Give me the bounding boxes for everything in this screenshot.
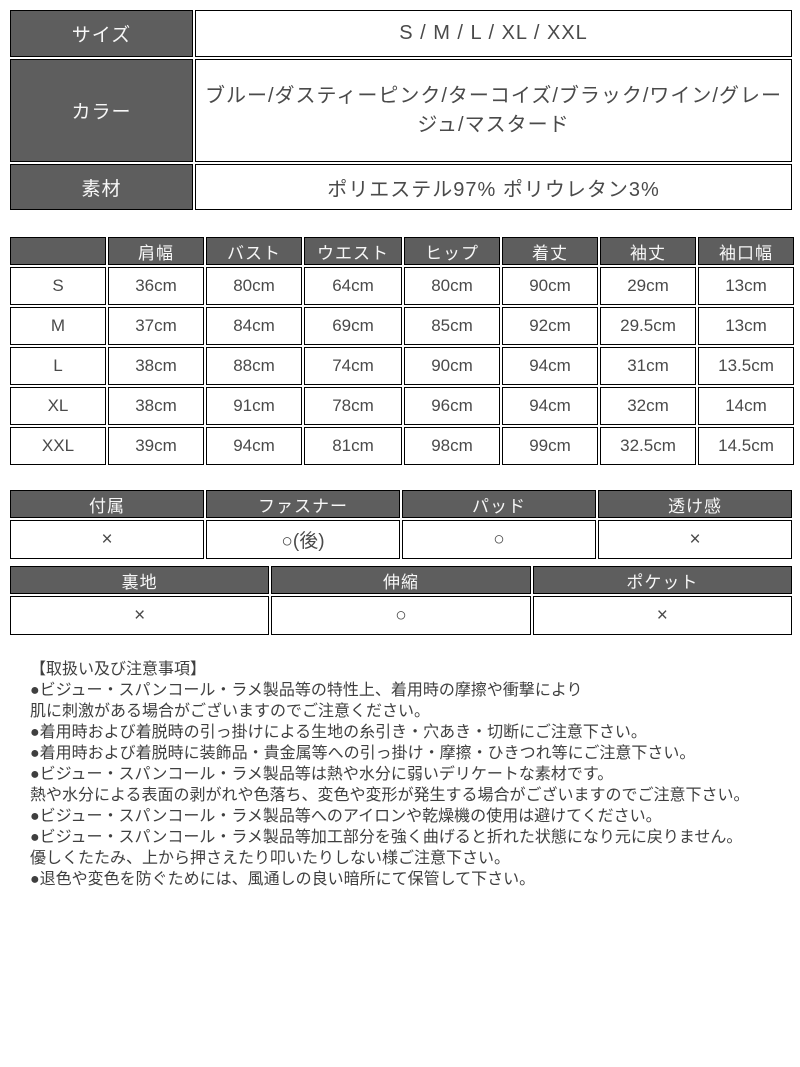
features-table-1: 付属 ファスナー パッド 透け感 × ○(後) ○ × xyxy=(8,488,794,561)
spec-row-size: サイズ S / M / L / XL / XXL xyxy=(10,10,792,57)
size-value: 99cm xyxy=(502,427,598,465)
size-chart-row-xxl: XXL 39cm 94cm 81cm 98cm 99cm 32.5cm 14.5… xyxy=(10,427,794,465)
size-chart-col-waist: ウエスト xyxy=(304,237,402,265)
size-chart-col-cuff: 袖口幅 xyxy=(698,237,794,265)
spec-value-material: ポリエステル97% ポリウレタン3% xyxy=(195,164,792,210)
features-1-header-row: 付属 ファスナー パッド 透け感 xyxy=(10,490,792,518)
spec-table: サイズ S / M / L / XL / XXL カラー ブルー/ダスティーピン… xyxy=(8,8,794,212)
size-value: 90cm xyxy=(404,347,500,385)
feature-value-stretch: ○ xyxy=(271,596,531,635)
feature-col-sheerness: 透け感 xyxy=(598,490,792,518)
size-label: XXL xyxy=(10,427,106,465)
size-value: 13cm xyxy=(698,307,794,345)
care-note-line: ●着用時および着脱時に装飾品・貴金属等への引っ掛け・摩擦・ひきつれ等にご注意下さ… xyxy=(30,745,696,762)
care-note-line: ●退色や変色を防ぐためには、風通しの良い暗所にて保管して下さい。 xyxy=(30,871,536,888)
feature-value-pocket: × xyxy=(532,596,792,635)
feature-col-stretch: 伸縮 xyxy=(271,566,531,594)
size-value: 90cm xyxy=(502,267,598,305)
size-chart-table: 肩幅 バスト ウエスト ヒップ 着丈 袖丈 袖口幅 S 36cm 80cm 64… xyxy=(8,235,796,467)
size-chart-col-sleeve: 袖丈 xyxy=(600,237,696,265)
size-value: 14.5cm xyxy=(698,427,794,465)
size-value: 37cm xyxy=(108,307,204,345)
size-value: 92cm xyxy=(502,307,598,345)
size-value: 31cm xyxy=(600,347,696,385)
size-value: 36cm xyxy=(108,267,204,305)
size-value: 69cm xyxy=(304,307,402,345)
size-value: 64cm xyxy=(304,267,402,305)
size-chart-row-s: S 36cm 80cm 64cm 80cm 90cm 29cm 13cm xyxy=(10,267,794,305)
care-note-line: 肌に刺激がある場合がございますのでご注意ください。 xyxy=(30,703,431,720)
size-chart-row-l: L 38cm 88cm 74cm 90cm 94cm 31cm 13.5cm xyxy=(10,347,794,385)
spec-label-size: サイズ xyxy=(10,10,193,57)
size-chart-col-hip: ヒップ xyxy=(404,237,500,265)
size-label: S xyxy=(10,267,106,305)
size-value: 32cm xyxy=(600,387,696,425)
size-value: 29.5cm xyxy=(600,307,696,345)
feature-col-accessory: 付属 xyxy=(10,490,204,518)
size-value: 96cm xyxy=(404,387,500,425)
size-value: 29cm xyxy=(600,267,696,305)
size-value: 84cm xyxy=(206,307,302,345)
feature-col-fastener: ファスナー xyxy=(206,490,400,518)
care-notes-title: 【取扱い及び注意事項】 xyxy=(30,661,207,678)
care-note-line: ●ビジュー・スパンコール・ラメ製品等の特性上、着用時の摩擦や衝撃により xyxy=(30,682,583,699)
feature-value-pad: ○ xyxy=(402,520,596,559)
product-spec-sheet: サイズ S / M / L / XL / XXL カラー ブルー/ダスティーピン… xyxy=(8,8,796,890)
size-value: 98cm xyxy=(404,427,500,465)
size-chart-col-bust: バスト xyxy=(206,237,302,265)
size-value: 91cm xyxy=(206,387,302,425)
care-note-line: ●着用時および着脱時の引っ掛けによる生地の糸引き・穴あき・切断にご注意下さい。 xyxy=(30,724,647,741)
size-chart-row-xl: XL 38cm 91cm 78cm 96cm 94cm 32cm 14cm xyxy=(10,387,794,425)
size-value: 32.5cm xyxy=(600,427,696,465)
size-label: L xyxy=(10,347,106,385)
spec-row-material: 素材 ポリエステル97% ポリウレタン3% xyxy=(10,164,792,210)
feature-col-lining: 裏地 xyxy=(10,566,270,594)
size-value: 13.5cm xyxy=(698,347,794,385)
size-value: 13cm xyxy=(698,267,794,305)
size-value: 38cm xyxy=(108,347,204,385)
feature-value-lining: × xyxy=(10,596,270,635)
size-chart-col-shoulder: 肩幅 xyxy=(108,237,204,265)
size-value: 80cm xyxy=(206,267,302,305)
size-value: 94cm xyxy=(206,427,302,465)
feature-col-pad: パッド xyxy=(402,490,596,518)
care-note-line: ●ビジュー・スパンコール・ラメ製品等加工部分を強く曲げると折れた状態になり元に戻… xyxy=(30,829,743,846)
features-2-header-row: 裏地 伸縮 ポケット xyxy=(10,566,792,594)
size-value: 85cm xyxy=(404,307,500,345)
care-note-line: ●ビジュー・スパンコール・ラメ製品等へのアイロンや乾燥機の使用は避けてください。 xyxy=(30,808,662,825)
feature-value-fastener: ○(後) xyxy=(206,520,400,559)
spec-value-size: S / M / L / XL / XXL xyxy=(195,10,792,57)
care-note-line: 優しくたたみ、上から押さえたり叩いたりしない様ご注意下さい。 xyxy=(30,850,511,867)
size-chart-col-length: 着丈 xyxy=(502,237,598,265)
care-note-line: 熱や水分による表面の剥がれや色落ち、変色や変形が発生する場合がございますのでご注… xyxy=(30,787,750,804)
spec-value-color: ブルー/ダスティーピンク/ターコイズ/ブラック/ワイン/グレージュ/マスタード xyxy=(195,59,792,162)
size-label: M xyxy=(10,307,106,345)
care-notes: 【取扱い及び注意事項】 ●ビジュー・スパンコール・ラメ製品等の特性上、着用時の摩… xyxy=(30,659,790,890)
size-value: 81cm xyxy=(304,427,402,465)
features-1-value-row: × ○(後) ○ × xyxy=(10,520,792,559)
size-value: 94cm xyxy=(502,347,598,385)
size-value: 38cm xyxy=(108,387,204,425)
feature-value-accessory: × xyxy=(10,520,204,559)
feature-col-pocket: ポケット xyxy=(532,566,792,594)
care-note-line: ●ビジュー・スパンコール・ラメ製品等は熱や水分に弱いデリケートな素材です。 xyxy=(30,766,614,783)
size-value: 88cm xyxy=(206,347,302,385)
spec-label-material: 素材 xyxy=(10,164,193,210)
size-chart-corner-cell xyxy=(10,237,106,265)
size-value: 74cm xyxy=(304,347,402,385)
spec-label-color: カラー xyxy=(10,59,193,162)
feature-value-sheerness: × xyxy=(598,520,792,559)
color-list-text: ブルー/ダスティーピンク/ターコイズ/ブラック/ワイン/グレージュ/マスタード xyxy=(205,84,782,136)
size-value: 94cm xyxy=(502,387,598,425)
size-label: XL xyxy=(10,387,106,425)
features-table-2: 裏地 伸縮 ポケット × ○ × xyxy=(8,564,794,637)
size-chart-header-row: 肩幅 バスト ウエスト ヒップ 着丈 袖丈 袖口幅 xyxy=(10,237,794,265)
size-chart-row-m: M 37cm 84cm 69cm 85cm 92cm 29.5cm 13cm xyxy=(10,307,794,345)
size-value: 14cm xyxy=(698,387,794,425)
spec-row-color: カラー ブルー/ダスティーピンク/ターコイズ/ブラック/ワイン/グレージュ/マス… xyxy=(10,59,792,162)
size-value: 78cm xyxy=(304,387,402,425)
size-value: 39cm xyxy=(108,427,204,465)
size-value: 80cm xyxy=(404,267,500,305)
features-2-value-row: × ○ × xyxy=(10,596,792,635)
